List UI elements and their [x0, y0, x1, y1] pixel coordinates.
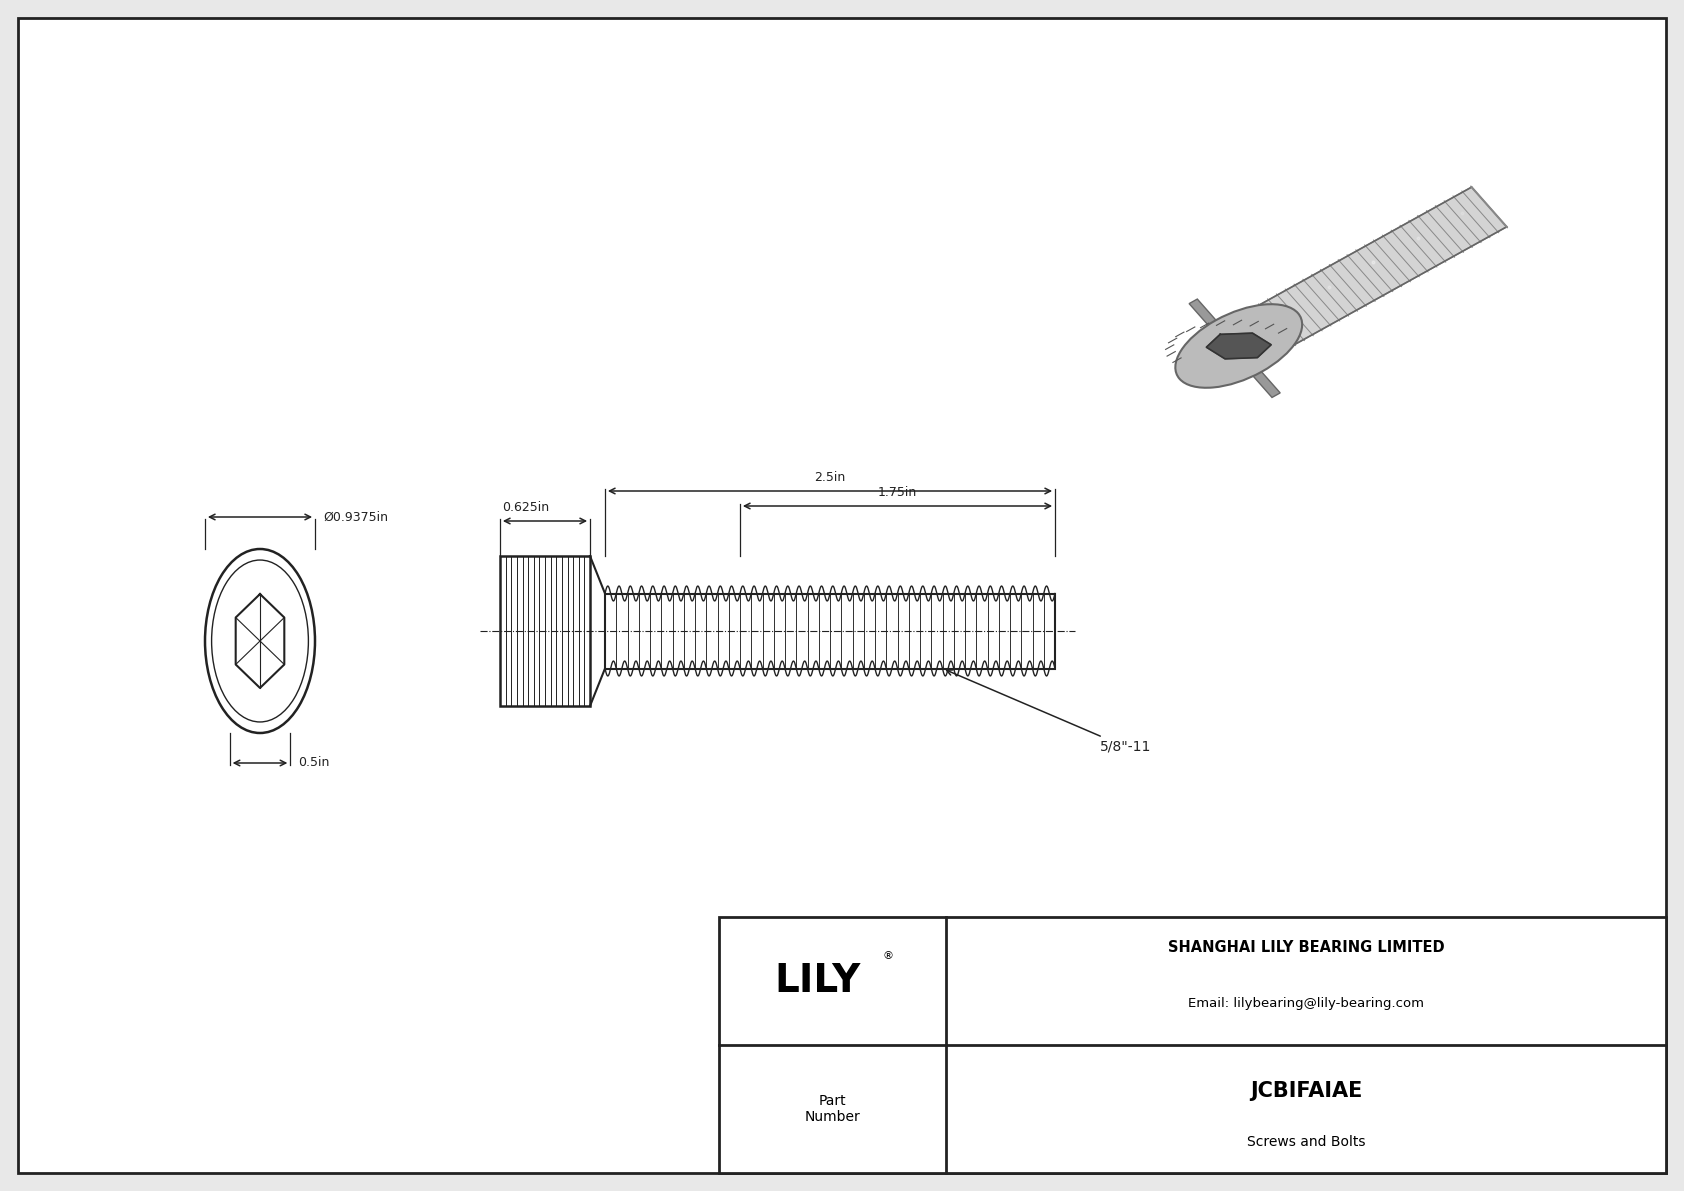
Bar [500, 556, 589, 706]
Text: 0.5in: 0.5in [298, 756, 330, 769]
Text: ®: ® [882, 950, 893, 961]
Text: JCBIFAIAE: JCBIFAIAE [1250, 1081, 1362, 1100]
Polygon shape [1206, 333, 1271, 358]
Polygon shape [1251, 187, 1507, 349]
Text: SHANGHAI LILY BEARING LIMITED: SHANGHAI LILY BEARING LIMITED [1167, 940, 1445, 955]
Ellipse shape [1175, 304, 1302, 388]
Polygon shape [1189, 299, 1280, 398]
Text: Email: lilybearing@lily-bearing.com: Email: lilybearing@lily-bearing.com [1189, 998, 1425, 1010]
Bar [605, 593, 1054, 668]
Text: LILY: LILY [775, 962, 861, 1000]
Text: 1.75in: 1.75in [877, 486, 918, 499]
Text: Ø0.9375in: Ø0.9375in [323, 511, 387, 524]
Text: Part
Number: Part Number [805, 1093, 861, 1124]
Text: 2.5in: 2.5in [815, 470, 845, 484]
Text: Screws and Bolts: Screws and Bolts [1246, 1135, 1366, 1149]
Text: 5/8"-11: 5/8"-11 [946, 669, 1152, 754]
Bar [719, 917, 1665, 1173]
Text: 0.625in: 0.625in [502, 501, 549, 515]
